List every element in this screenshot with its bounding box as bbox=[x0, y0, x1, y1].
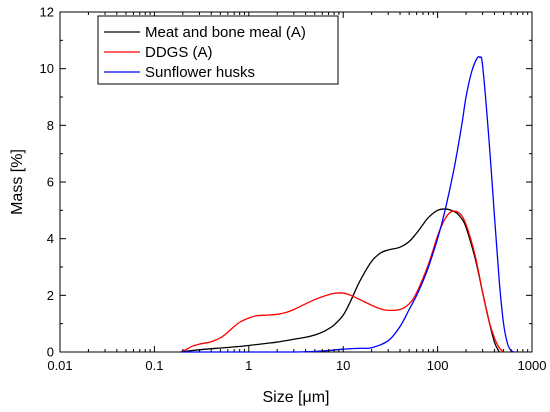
legend-label-sunflower-husks: Sunflower husks bbox=[145, 64, 255, 81]
x-tick-label: 0.01 bbox=[47, 358, 72, 373]
x-tick-label: 10 bbox=[336, 358, 350, 373]
y-tick-label: 8 bbox=[47, 118, 54, 133]
x-axis-title: Size [μm] bbox=[262, 389, 329, 406]
x-tick-label: 1 bbox=[245, 358, 252, 373]
series-line-sunflower-husks bbox=[180, 56, 515, 353]
y-tick-label: 0 bbox=[47, 345, 54, 360]
y-tick-label: 6 bbox=[47, 175, 54, 190]
y-tick-label: 10 bbox=[40, 61, 54, 76]
series-layer bbox=[180, 56, 515, 353]
legend: Meat and bone meal (A) DDGS (A) Sunflowe… bbox=[97, 15, 339, 85]
ticks-layer: 0.01 0.1 1 10 100 1000 0 2 4 6 8 10 12 bbox=[40, 5, 547, 374]
legend-box bbox=[97, 15, 339, 85]
legend-label-ddgs: DDGS (A) bbox=[145, 44, 213, 61]
x-tick-label: 100 bbox=[427, 358, 449, 373]
x-tick-label: 1000 bbox=[518, 358, 547, 373]
y-tick-label: 2 bbox=[47, 288, 54, 303]
series-line-ddgs bbox=[180, 210, 505, 353]
series-line-meat-and-bone-meal bbox=[180, 208, 500, 353]
y-tick-label: 4 bbox=[47, 231, 54, 246]
y-axis-title: Mass [%] bbox=[9, 149, 26, 215]
y-tick-label: 12 bbox=[40, 5, 54, 20]
legend-label-meat-and-bone-meal: Meat and bone meal (A) bbox=[145, 24, 306, 41]
x-tick-label: 0.1 bbox=[145, 358, 163, 373]
